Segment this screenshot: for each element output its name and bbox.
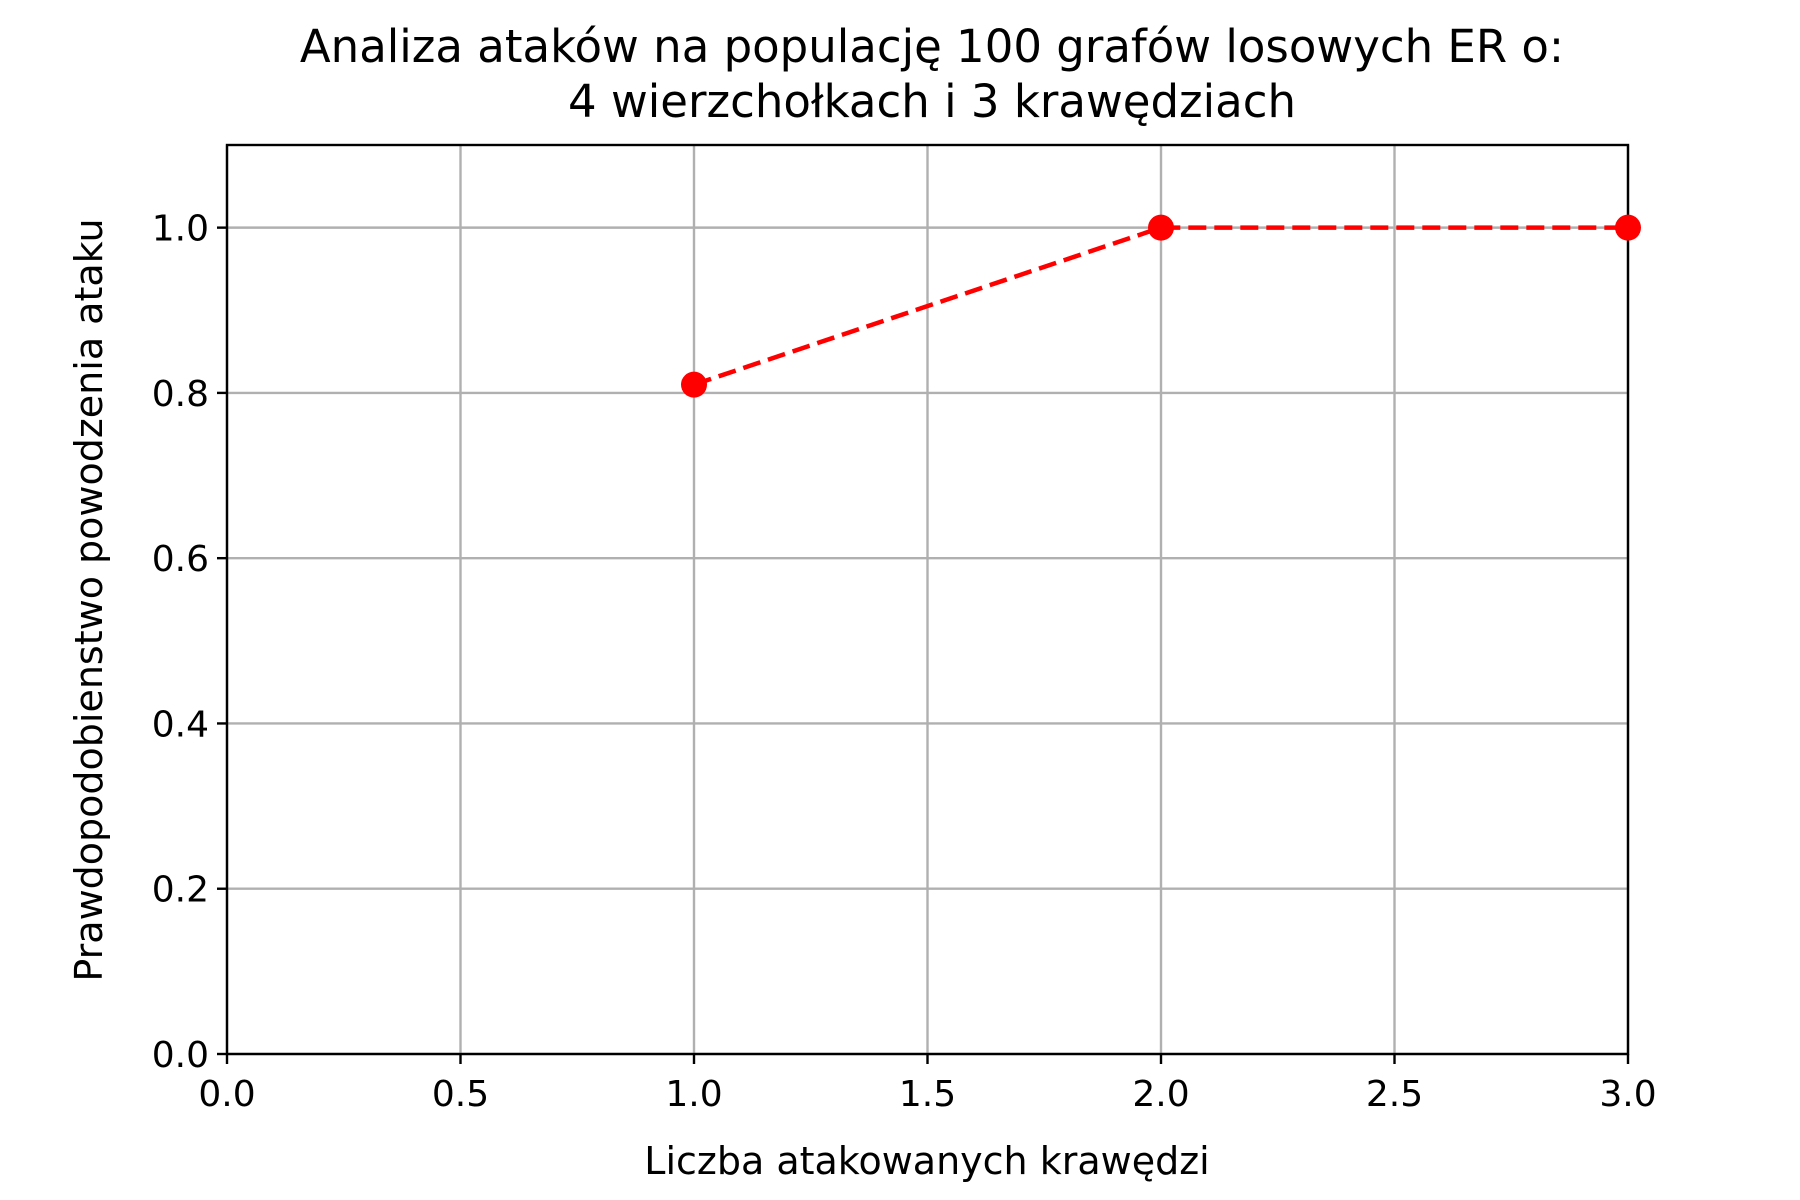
data-series [681,214,1641,398]
y-tick-label: 0.6 [152,539,209,580]
x-tick-label: 1.0 [665,1074,722,1115]
grid [225,145,1630,1056]
series-line [693,225,1628,387]
x-tick-label: 0.5 [432,1074,489,1115]
x-tick-label: 2.0 [1132,1074,1189,1115]
axis-ticks: 0.0 0.5 1.0 1.5 2.0 2.5 3.0 0.0 0.2 0.4 0.6 0.8 1.0 [152,209,1657,1115]
y-axis-label: Prawdopodobienstwo powodzenia ataku [67,218,111,981]
chart-title-line-2: 4 wierzchołkach i 3 krawędziach [568,75,1296,128]
y-tick-label: 0.0 [152,1035,209,1076]
data-point-marker [1615,214,1641,241]
x-tick-label: 3.0 [1599,1074,1656,1115]
y-tick-label: 0.8 [152,374,209,415]
chart-title-line-1: Analiza ataków na populację 100 grafów l… [300,20,1564,73]
data-point-marker [1148,214,1174,241]
x-tick-label: 0.0 [198,1074,255,1115]
y-tick-label: 0.2 [152,870,209,911]
x-axis-label: Liczba atakowanych krawędzi [644,1139,1209,1183]
x-tick-label: 2.5 [1366,1074,1423,1115]
y-tick-label: 1.0 [152,209,209,250]
y-tick-label: 0.4 [152,704,209,745]
data-point-marker [681,371,707,398]
x-tick-label: 1.5 [899,1074,956,1115]
